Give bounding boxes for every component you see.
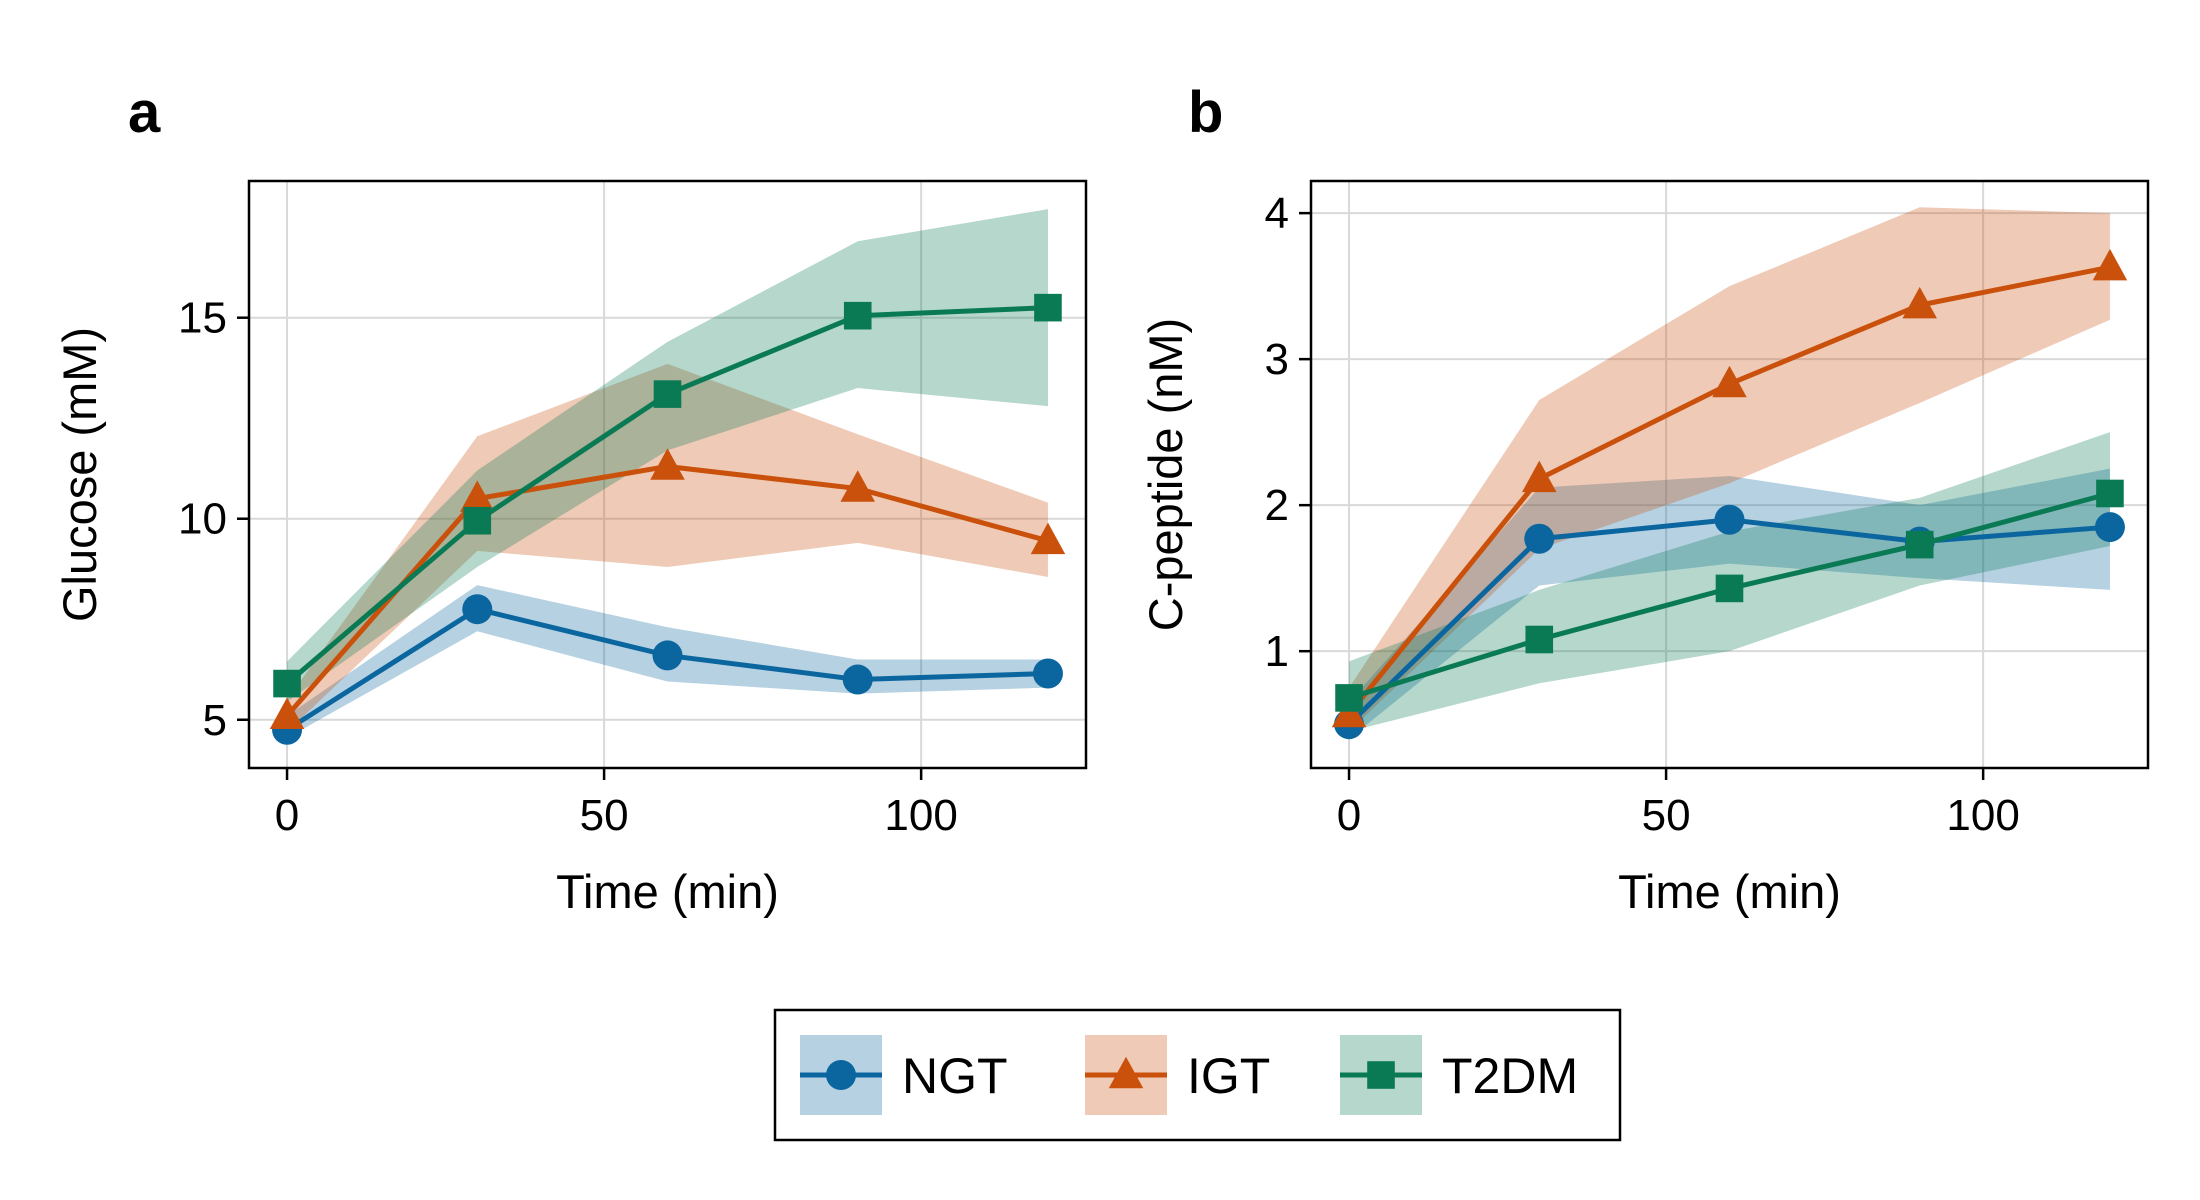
panel-a-xtick-label-50: 50 [580, 791, 629, 840]
legend: NGT IGT T2DM [773, 1008, 1622, 1142]
panel-a-point-igt-120 [1030, 522, 1066, 555]
panel-b-point-ngt-120 [2094, 512, 2125, 543]
panel-a-point-ngt-90 [842, 664, 873, 695]
panel-a-point-igt-90 [840, 470, 875, 502]
panel-b-ytick-label-2: 2 [1265, 481, 1289, 530]
panel-a-point-ngt-60 [652, 640, 683, 671]
panel-b-point-t2dm-30 [1525, 625, 1554, 654]
panel-a-point-igt-0 [269, 697, 305, 729]
panel-a-point-t2dm-120 [1034, 293, 1062, 322]
panel-b-point-igt-90 [1902, 286, 1937, 319]
panel-a-grid [249, 181, 1086, 768]
panel-b-band-igt [1349, 207, 2110, 732]
panel-b-point-igt-30 [1522, 460, 1557, 493]
panel-a-point-igt-60 [650, 448, 685, 480]
legend-marker-igt [1108, 1056, 1144, 1089]
legend-label-t2dm: T2DM [1442, 1048, 1578, 1104]
panel-b-point-igt-120 [2092, 248, 2128, 281]
panel-b-point-ngt-30 [1524, 523, 1555, 554]
panel-b-point-t2dm-120 [2096, 479, 2124, 508]
panel-b-label: b [1188, 80, 1223, 145]
panel-b-ytick-label-3: 3 [1265, 335, 1289, 384]
panel-b-xtick-label-50: 50 [1642, 791, 1691, 840]
panel-a-xlabel: Time (min) [556, 865, 779, 918]
panel-b-point-igt-60 [1712, 365, 1747, 398]
panel-a-point-igt-30 [460, 480, 495, 512]
panel-a-label: a [128, 80, 161, 145]
legend-label-ngt: NGT [902, 1048, 1008, 1104]
legend-marker-t2dm [1367, 1061, 1395, 1089]
panel-a-ylabel: Glucose (mM) [53, 327, 106, 622]
panel-a-point-t2dm-0 [273, 669, 301, 698]
panel-a-xtick-label-0: 0 [275, 791, 299, 840]
legend-label-igt: IGT [1187, 1048, 1270, 1104]
panel-b: 0 50 100 1 2 3 4 Time (min) C-peptide (nM) b [1139, 80, 2150, 918]
panel-b-ytick-label-1: 1 [1265, 627, 1289, 676]
panel-b-frame [1309, 179, 2150, 770]
panel-a-point-t2dm-90 [843, 301, 872, 330]
panel-a-band-t2dm [287, 209, 1048, 702]
panel-a-point-t2dm-30 [463, 506, 492, 535]
legend-frame [773, 1008, 1622, 1142]
panel-b-point-ngt-60 [1714, 504, 1745, 535]
panel-a-xtick-label-100: 100 [884, 791, 957, 840]
panel-b-xtick-label-100: 100 [1946, 791, 2019, 840]
legend-entry-igt: IGT [1085, 1035, 1270, 1115]
legend-entry-t2dm: T2DM [1340, 1035, 1578, 1115]
panel-b-point-t2dm-0 [1335, 684, 1363, 712]
panel-b-point-t2dm-60 [1715, 574, 1744, 603]
panel-b-point-t2dm-90 [1905, 530, 1934, 559]
panel-a-ytick-label-15: 15 [178, 294, 227, 343]
legend-marker-ngt [826, 1060, 856, 1090]
legend-entry-ngt: NGT [800, 1035, 1008, 1115]
panel-a-ytick-label-10: 10 [178, 495, 227, 544]
panel-b-ylabel: C-peptide (nM) [1139, 318, 1192, 631]
panel-a-point-ngt-120 [1032, 658, 1063, 689]
panel-a-band-igt [287, 363, 1048, 732]
panel-a-frame [247, 179, 1088, 770]
panel-b-ytick-label-4: 4 [1265, 189, 1289, 238]
panel-a-point-t2dm-60 [653, 380, 682, 408]
panel-b-xlabel: Time (min) [1618, 865, 1841, 918]
panel-b-xtick-label-0: 0 [1337, 791, 1361, 840]
panel-a-point-ngt-30 [462, 594, 493, 625]
panel-a: 0 50 100 5 10 15 Time (min) Glucose (mM) a [53, 80, 1088, 918]
panel-a-ytick-label-5: 5 [203, 696, 227, 745]
